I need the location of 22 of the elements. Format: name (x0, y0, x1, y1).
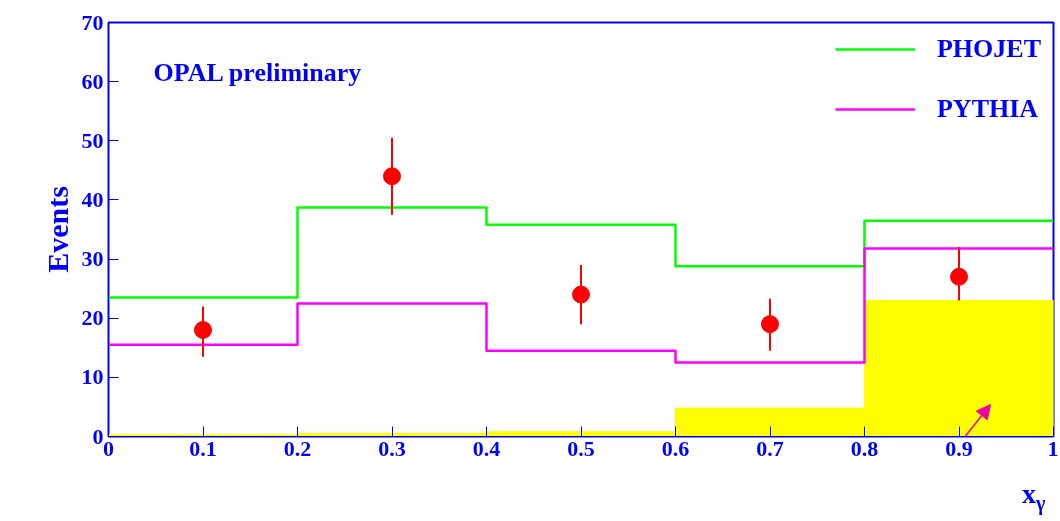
x-tick-label: 0.3 (378, 435, 406, 461)
y-tick-label: 50 (81, 127, 104, 153)
x-tick-label: 0.1 (189, 435, 217, 461)
x-tick-label: 1 (1047, 435, 1059, 461)
y-axis-title: Events (40, 186, 74, 273)
x-tick-label: 0.8 (850, 435, 879, 461)
x-tick-label: 0.6 (661, 435, 690, 461)
legend-label: PHOJET (936, 34, 1041, 64)
x-tick-label: 0.5 (567, 435, 595, 461)
x-axis-title: x$_{γ}$ (1022, 478, 1046, 517)
x-tick-label: 0.4 (472, 435, 501, 461)
x-tick-label: 0.2 (283, 435, 312, 461)
annotation: OPAL preliminary (153, 57, 362, 87)
y-tick-label: 40 (81, 186, 104, 212)
y-tick-label: 60 (81, 68, 104, 94)
y-tick-label: 10 (81, 364, 104, 390)
y-tick-label: 70 (81, 9, 104, 35)
x-tick-label: 0.9 (945, 435, 973, 461)
x-tick-label: 0.7 (756, 435, 784, 461)
legend-label: PYTHIA (936, 94, 1039, 124)
y-tick-label: 30 (81, 246, 104, 272)
y-tick-label: 20 (81, 305, 104, 331)
